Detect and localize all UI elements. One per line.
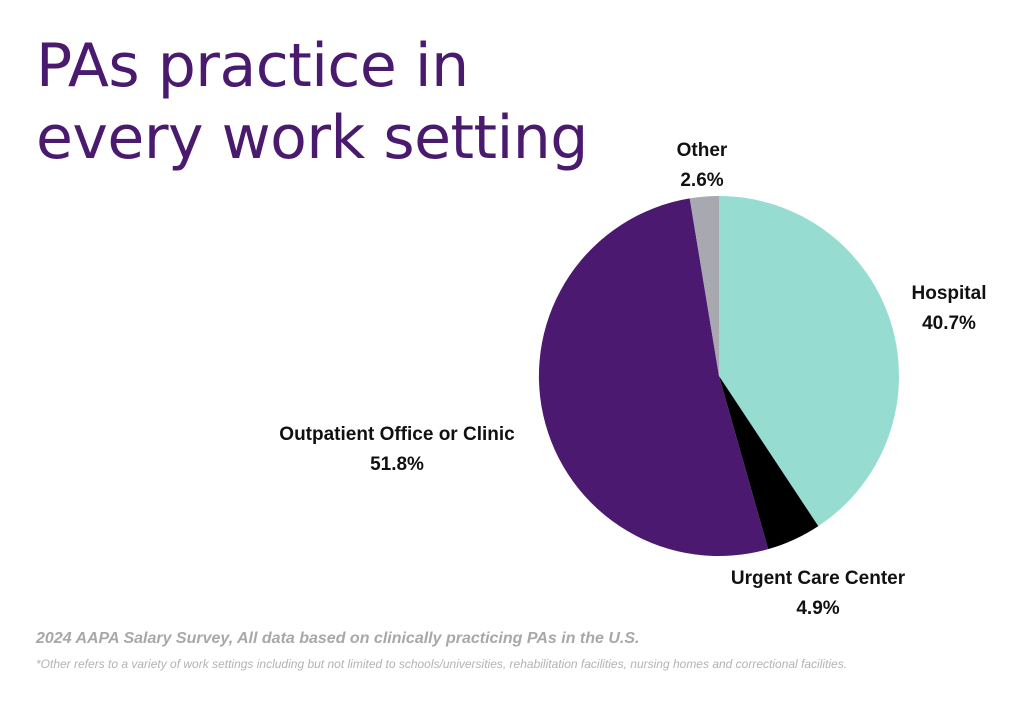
chart-title-line-1: PAs practice in bbox=[36, 31, 469, 101]
chart-title-line-2: every work setting bbox=[36, 103, 588, 173]
slice-value-outpatient-office-or-clinic: 51.8% bbox=[370, 454, 424, 475]
slice-label-urgent-care-center: Urgent Care Center bbox=[731, 568, 906, 589]
pie-slice-hospital bbox=[719, 196, 899, 527]
slice-label-other: Other bbox=[677, 140, 728, 161]
slice-value-urgent-care-center: 4.9% bbox=[796, 598, 839, 619]
pie-slice-urgent-care-center bbox=[719, 376, 819, 550]
source-note: 2024 AAPA Salary Survey, All data based … bbox=[36, 630, 640, 647]
slice-value-hospital: 40.7% bbox=[922, 313, 976, 334]
footnote: *Other refers to a variety of work setti… bbox=[36, 657, 848, 671]
slice-label-outpatient-office-or-clinic: Outpatient Office or Clinic bbox=[279, 424, 515, 445]
pie-slice-other bbox=[689, 196, 719, 376]
slice-label-hospital: Hospital bbox=[912, 283, 987, 304]
pie-slice-outpatient-office-or-clinic bbox=[538, 198, 769, 557]
chart-title: PAs practice in every work setting bbox=[36, 30, 588, 174]
slice-value-other: 2.6% bbox=[680, 170, 723, 191]
